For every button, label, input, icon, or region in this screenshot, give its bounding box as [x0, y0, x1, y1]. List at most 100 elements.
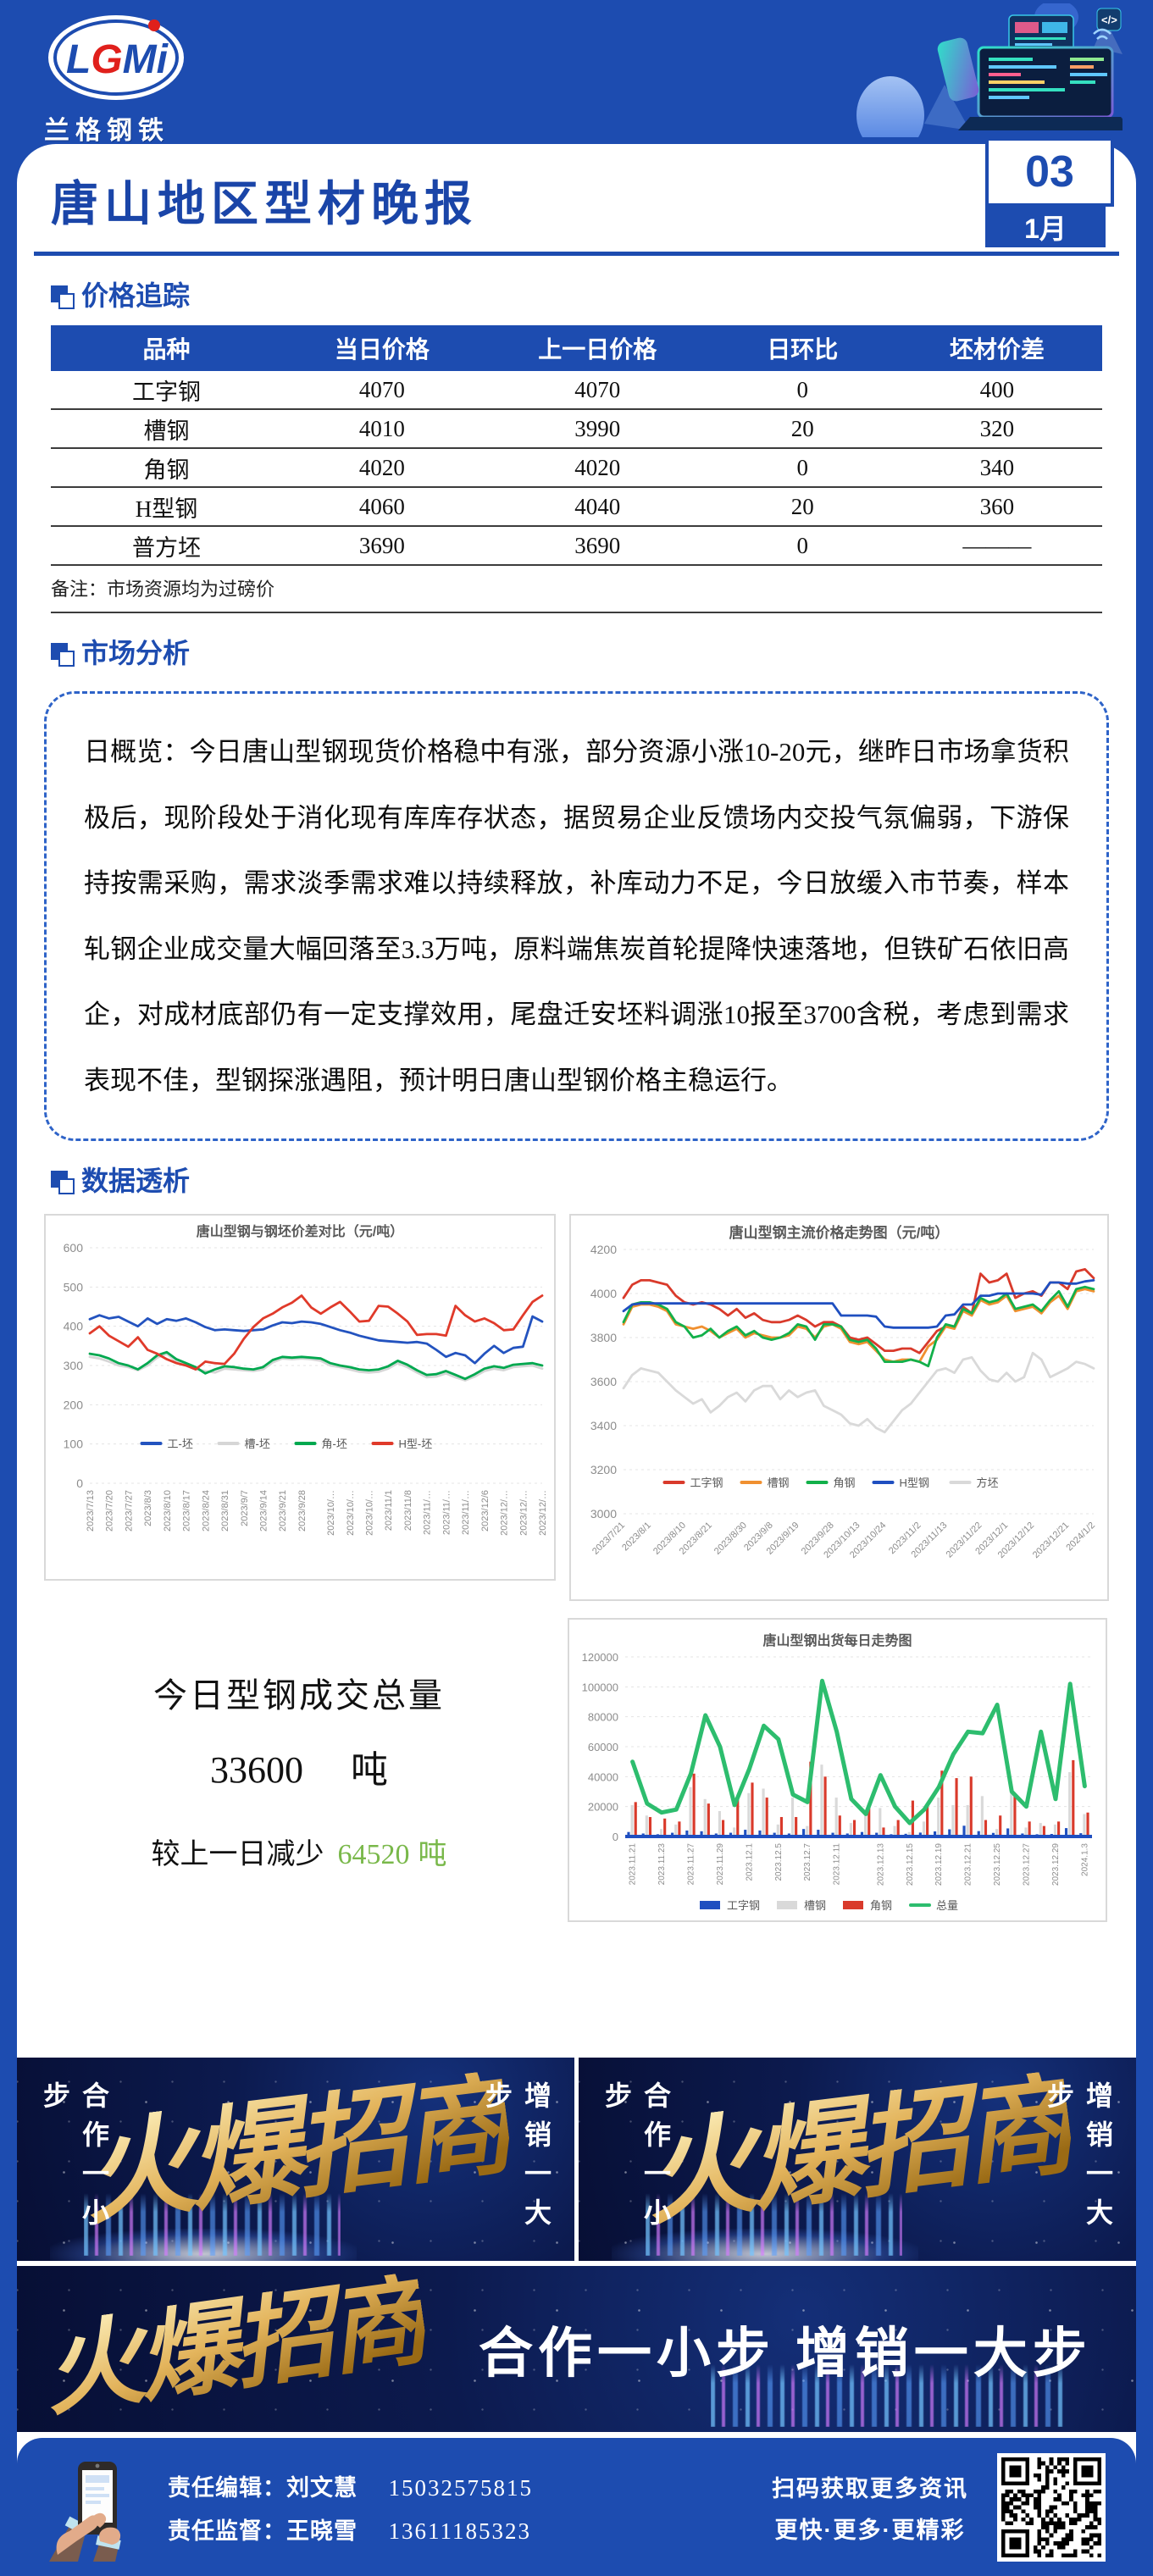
volume-unit: 吨: [351, 1749, 388, 1791]
cell-dod: 0: [712, 448, 892, 488]
svg-text:120000: 120000: [582, 1651, 618, 1664]
svg-text:3800: 3800: [590, 1331, 617, 1344]
header: LGMi 兰格钢铁 </>: [0, 0, 1153, 145]
svg-text:2023.11.21: 2023.11.21: [629, 1843, 638, 1886]
svg-text:2023.12.19: 2023.12.19: [934, 1843, 944, 1886]
svg-text:2023/11/…: 2023/11/…: [441, 1490, 452, 1535]
volume-value-line: 33600 吨: [44, 1739, 554, 1793]
svg-text:600: 600: [64, 1241, 84, 1255]
svg-text:100000: 100000: [582, 1681, 618, 1693]
svg-text:2023.12.5: 2023.12.5: [774, 1843, 784, 1881]
svg-text:400: 400: [64, 1320, 84, 1333]
cell-dod: 20: [712, 487, 892, 527]
qr-code: [997, 2452, 1106, 2562]
section-market-analysis: 市场分析: [51, 632, 1102, 671]
col-header: 品种: [51, 325, 283, 371]
svg-text:100: 100: [64, 1438, 84, 1451]
svg-text:0: 0: [76, 1476, 83, 1490]
svg-text:2023/12/…: 2023/12/…: [518, 1490, 529, 1536]
svg-text:3000: 3000: [590, 1507, 617, 1521]
cell-today: 4020: [282, 448, 482, 488]
delta-value: 64520: [337, 1839, 410, 1870]
ad-right-slogan: 增销一大步: [1044, 2081, 1113, 2237]
svg-text:槽-坯: 槽-坯: [245, 1438, 270, 1450]
ad-banner: 火爆招商 合作一小步 增销一大步: [579, 2058, 1136, 2261]
supervisor-line: 责任监督：王晓雪 13611185323: [168, 2512, 533, 2546]
volume-title: 今日型钢成交总量: [153, 1676, 445, 1715]
col-header: 当日价格: [282, 325, 482, 371]
svg-text:LGMi: LGMi: [66, 37, 169, 82]
section-square-icon: [51, 1171, 75, 1194]
svg-text:2023.12.1: 2023.12.1: [745, 1843, 754, 1881]
contact-block: 责任编辑：刘文慧 15032575815 责任监督：王晓雪 1361118532…: [168, 2459, 533, 2556]
svg-text:2023/10/…: 2023/10/…: [346, 1490, 356, 1536]
svg-text:2023.11.23: 2023.11.23: [657, 1843, 667, 1886]
skyline-decoration: [711, 2364, 1069, 2427]
lgmi-logo-icon: LGMi: [48, 15, 184, 100]
supervisor-phone: 13611185323: [388, 2518, 532, 2544]
svg-text:唐山型钢主流价格走势图（元/吨）: 唐山型钢主流价格走势图（元/吨）: [729, 1224, 950, 1241]
cell-dod: 20: [712, 409, 892, 449]
svg-text:2023.12.29: 2023.12.29: [1051, 1843, 1061, 1886]
svg-text:2023.12.15: 2023.12.15: [906, 1843, 915, 1886]
svg-text:槽钢: 槽钢: [804, 1899, 826, 1912]
svg-text:20000: 20000: [588, 1801, 618, 1814]
svg-text:2023/7/20: 2023/7/20: [105, 1490, 115, 1532]
svg-text:唐山型钢与钢坯价差对比（元/吨）: 唐山型钢与钢坯价差对比（元/吨）: [197, 1223, 403, 1239]
svg-text:2023/8/24: 2023/8/24: [201, 1490, 211, 1532]
ad-banner-row: 火爆招商 合作一小步 增销一大步 火爆招商 合作一小步 增销一大步: [17, 2058, 1136, 2261]
cell-today: 4010: [282, 409, 482, 449]
cell-prev: 4020: [481, 448, 713, 488]
svg-text:300: 300: [64, 1359, 84, 1372]
svg-text:80000: 80000: [588, 1711, 618, 1724]
col-header: 上一日价格: [481, 325, 713, 371]
svg-text:4200: 4200: [590, 1243, 617, 1256]
ad-left-slogan: 合作一小步: [40, 2081, 109, 2237]
svg-text:H型-坯: H型-坯: [399, 1438, 433, 1450]
svg-text:2023/12/6: 2023/12/6: [480, 1490, 491, 1532]
svg-text:3200: 3200: [590, 1463, 617, 1476]
logo-letter: Mi: [123, 37, 169, 82]
section-heading: 价格追踪: [81, 280, 191, 311]
volume-row: 今日型钢成交总量 33600 吨 较上一日减少 64520 吨 0 20000 40000…: [44, 1618, 1109, 1922]
cell-variety: H型钢: [51, 487, 283, 527]
cell-today: 4070: [282, 371, 482, 410]
shipment-chart: 0 20000 40000 60000 80000 100000 120000 唐山型钢出货每…: [568, 1618, 1107, 1922]
phone-in-hand-icon: [49, 2461, 121, 2562]
svg-text:200: 200: [64, 1398, 84, 1411]
volume-value: 33600: [210, 1749, 303, 1791]
delta-unit: 吨: [418, 1839, 447, 1870]
cell-variety: 角钢: [51, 448, 283, 488]
delta-prefix: 较上一日减少: [151, 1839, 324, 1870]
cell-variety: 工字钢: [51, 371, 283, 410]
charts-row: 0 100 200 300 400 500 600 唐山型钢与钢坯价差对比（元/吨） 2023/…: [44, 1214, 1109, 1601]
svg-text:2023/12/…: 2023/12/…: [538, 1490, 548, 1536]
title-divider: [34, 252, 1119, 256]
price-trend-chart: 3000 3200 3400 3600 3800 4000 4200 唐山型钢主流价格走势图（…: [569, 1214, 1109, 1601]
cell-prev: 3990: [481, 409, 713, 449]
svg-text:</>: </>: [1101, 14, 1117, 26]
tech-illustration-icon: </>: [856, 3, 1123, 137]
svg-text:角-坯: 角-坯: [322, 1438, 347, 1450]
cell-spread: 360: [891, 487, 1102, 527]
svg-text:2023/12/…: 2023/12/…: [500, 1490, 510, 1536]
ad-tagline: 合作一小步 增销一大步: [479, 2323, 1092, 2384]
svg-text:2023/12/21: 2023/12/21: [1031, 1521, 1071, 1560]
svg-text:2024.1.3: 2024.1.3: [1080, 1843, 1089, 1876]
cell-variety: 槽钢: [51, 409, 283, 449]
svg-text:槽钢: 槽钢: [768, 1476, 790, 1489]
svg-text:2023.12.11: 2023.12.11: [833, 1843, 842, 1886]
table-note: 备注：市场资源均为过磅价: [51, 579, 275, 600]
date-month: 1月: [985, 207, 1106, 247]
svg-text:2023/8/17: 2023/8/17: [182, 1490, 192, 1532]
skyline-decoration: [645, 2193, 902, 2256]
svg-text:2023/8/31: 2023/8/31: [220, 1490, 230, 1532]
svg-text:2023.12.25: 2023.12.25: [993, 1843, 1002, 1886]
price-table: 品种 当日价格 上一日价格 日环比 坯材价差 工字钢 4070 4070 0 4…: [51, 325, 1102, 566]
brand-name: 兰格钢铁: [44, 117, 169, 145]
svg-text:2023/9/7: 2023/9/7: [240, 1490, 250, 1526]
qr-caption-line1: 扫码获取更多资讯: [772, 2475, 968, 2501]
col-header: 日环比: [712, 325, 892, 371]
svg-text:2023/9/28: 2023/9/28: [297, 1490, 308, 1532]
